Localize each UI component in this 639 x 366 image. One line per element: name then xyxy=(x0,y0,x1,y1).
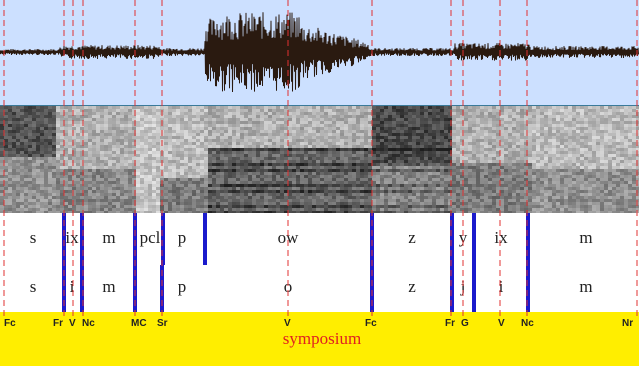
phone-label: z xyxy=(408,228,416,247)
landmark-label: Sr xyxy=(157,318,168,329)
phoneme-label: s xyxy=(29,277,37,296)
phone-label: s xyxy=(29,228,37,247)
phoneme-label: p xyxy=(177,277,187,296)
phone-tier[interactable]: s ix m pcl p ow z y ix m xyxy=(0,213,639,266)
boundary-bar[interactable] xyxy=(80,213,84,312)
boundary-bar[interactable] xyxy=(526,213,530,312)
phone-label: ix xyxy=(494,228,508,247)
landmark-label: V xyxy=(498,318,505,329)
spectrogram-texture xyxy=(0,106,639,213)
landmark-tier[interactable]: Fc Fr V Nc MC Sr V Fc Fr G V Nc Nr sympo… xyxy=(0,312,639,366)
phone-label: m xyxy=(579,228,593,247)
phone-label: ix xyxy=(65,228,79,247)
landmark-label: MC xyxy=(131,318,147,329)
waveform-plot xyxy=(0,12,639,93)
boundary-bar[interactable] xyxy=(160,265,164,312)
boundary-bar[interactable] xyxy=(472,213,476,312)
phone-label: m xyxy=(102,228,116,247)
boundary-bar[interactable] xyxy=(450,213,454,312)
landmark-label: Fc xyxy=(365,318,377,329)
phoneme-label: o xyxy=(283,277,293,296)
landmark-label: V xyxy=(284,318,291,329)
phone-label: y xyxy=(458,228,468,247)
phoneme-label: j xyxy=(460,277,466,296)
boundary-bar[interactable] xyxy=(62,213,66,312)
landmark-label: Fr xyxy=(445,318,455,329)
landmark-label: G xyxy=(461,318,469,329)
landmark-label: Fc xyxy=(4,318,16,329)
spectrogram-image xyxy=(0,106,639,213)
boundary-bar[interactable] xyxy=(161,213,165,265)
phoneme-tier[interactable]: s i m p o z j i m xyxy=(0,265,639,312)
phoneme-label: i xyxy=(498,277,504,296)
phoneme-label: z xyxy=(408,277,416,296)
landmark-label: Nr xyxy=(622,318,634,329)
waveform-trace xyxy=(0,12,639,93)
boundary-bar[interactable] xyxy=(133,213,137,312)
landmark-label: Nc xyxy=(82,318,95,329)
landmark-label: Nc xyxy=(521,318,534,329)
phone-label: ow xyxy=(277,228,299,247)
waveform-panel[interactable] xyxy=(0,0,639,106)
word-label: symposium xyxy=(282,329,362,348)
spectrogram-panel[interactable] xyxy=(0,106,639,213)
phoneme-label: i xyxy=(69,277,75,296)
landmark-label: V xyxy=(69,318,76,329)
landmark-label: Fr xyxy=(53,318,63,329)
boundary-bar[interactable] xyxy=(203,213,207,265)
phone-label: pcl xyxy=(139,228,161,247)
phoneme-label: m xyxy=(102,277,116,296)
phone-label: p xyxy=(177,228,187,247)
phoneme-label: m xyxy=(579,277,593,296)
boundary-bar[interactable] xyxy=(370,213,374,312)
